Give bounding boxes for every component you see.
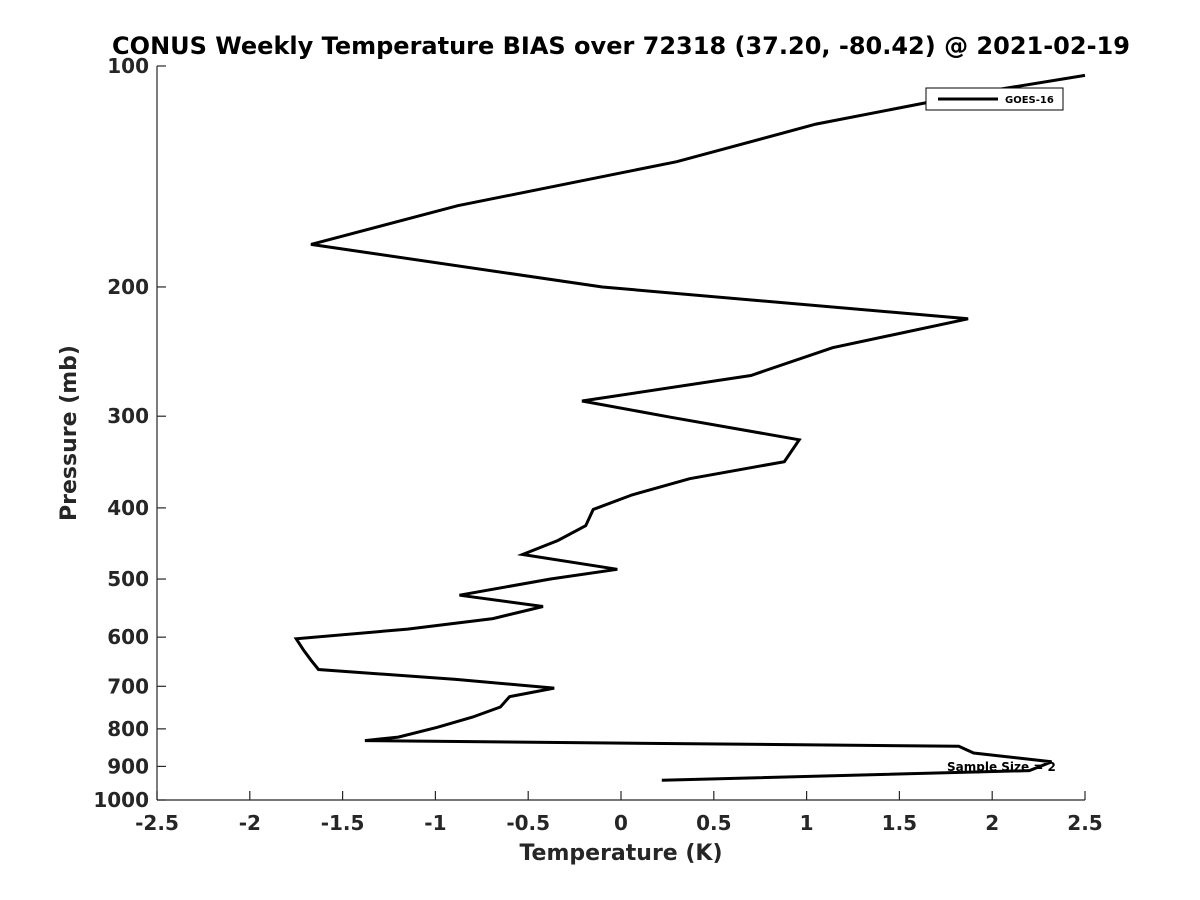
legend-label-goes-16: GOES-16 bbox=[1005, 95, 1054, 106]
x-tick-label: 2 bbox=[985, 811, 999, 835]
y-tick-label: 200 bbox=[107, 275, 149, 299]
x-tick-label: -1 bbox=[424, 811, 446, 835]
sample-size-annotation: Sample Size = 2 bbox=[947, 760, 1056, 774]
x-tick-label: 1 bbox=[800, 811, 814, 835]
y-tick-label: 800 bbox=[107, 717, 149, 741]
y-tick-label: 400 bbox=[107, 496, 149, 520]
y-tick-label: 300 bbox=[107, 404, 149, 428]
x-axis-label: Temperature (K) bbox=[519, 841, 722, 866]
y-tick-label: 500 bbox=[107, 567, 149, 591]
y-axis-label: Pressure (mb) bbox=[57, 345, 82, 521]
y-tick-label: 1000 bbox=[93, 788, 149, 812]
legend: GOES-16 bbox=[925, 87, 1064, 111]
x-tick-label: -1.5 bbox=[321, 811, 365, 835]
x-tick-label: 0.5 bbox=[696, 811, 731, 835]
series-group bbox=[293, 73, 1086, 782]
chart-title: CONUS Weekly Temperature BIAS over 72318… bbox=[112, 32, 1130, 60]
y-tick-label: 700 bbox=[107, 674, 149, 698]
series-line-goes-16 bbox=[293, 73, 1086, 782]
y-tick-group: 100 200 300 400 500 600 700 800 900 1000 bbox=[93, 54, 166, 812]
x-tick-label: 1.5 bbox=[882, 811, 917, 835]
x-tick-label: -2 bbox=[239, 811, 261, 835]
x-tick-label: 2.5 bbox=[1067, 811, 1102, 835]
x-tick-group: -2.5 -2 -1.5 -1 -0.5 0 0.5 1 1.5 2 2.5 bbox=[135, 791, 1103, 835]
x-tick-label: -2.5 bbox=[135, 811, 179, 835]
x-tick-label: -0.5 bbox=[506, 811, 550, 835]
y-tick-label: 100 bbox=[107, 54, 149, 78]
y-tick-label: 600 bbox=[107, 625, 149, 649]
y-tick-label: 900 bbox=[107, 754, 149, 778]
x-tick-label: 0 bbox=[614, 811, 628, 835]
